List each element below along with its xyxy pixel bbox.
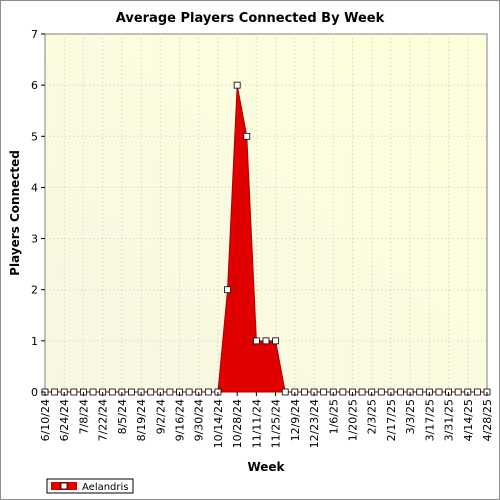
x-tick-label: 2/17/25 xyxy=(385,399,398,441)
y-axis-label: Players Connected xyxy=(8,150,22,276)
legend-marker xyxy=(60,482,68,490)
y-tick-label: 2 xyxy=(31,284,38,297)
x-tick-label: 4/14/25 xyxy=(462,399,475,441)
x-tick-label: 11/11/24 xyxy=(250,399,263,448)
data-point xyxy=(320,388,328,396)
x-tick-label: 8/19/24 xyxy=(135,399,148,441)
data-point xyxy=(147,388,155,396)
x-tick-label: 3/17/25 xyxy=(423,399,436,441)
x-tick-label: 1/20/25 xyxy=(346,399,359,441)
plot-area xyxy=(44,33,488,393)
data-point xyxy=(358,388,366,396)
data-point xyxy=(185,388,193,396)
x-tick-label: 11/25/24 xyxy=(270,399,283,448)
x-tick-label: 6/10/24 xyxy=(39,399,52,441)
data-point xyxy=(281,388,289,396)
data-point xyxy=(224,286,231,294)
data-point xyxy=(339,388,347,396)
data-point xyxy=(454,388,462,396)
data-point xyxy=(108,388,116,396)
y-tick-label: 7 xyxy=(31,28,38,41)
x-tick-label: 3/31/25 xyxy=(443,399,456,441)
data-point xyxy=(166,388,174,396)
data-point xyxy=(435,388,443,396)
x-tick-label: 4/28/25 xyxy=(481,399,494,441)
x-tick-label: 8/5/24 xyxy=(116,399,129,434)
legend: Aelandris xyxy=(46,478,134,494)
x-tick-label: 9/16/24 xyxy=(174,399,187,441)
x-axis-label: Week xyxy=(247,460,285,474)
data-point xyxy=(252,337,260,345)
y-tick-label: 3 xyxy=(31,233,38,246)
y-axis-ticks: 0 1 2 3 4 5 6 7 xyxy=(31,28,45,399)
y-tick-label: 6 xyxy=(31,79,38,92)
x-tick-label: 6/24/24 xyxy=(58,399,71,441)
data-point xyxy=(128,388,135,396)
x-tick-label: 10/14/24 xyxy=(212,399,225,448)
x-tick-label: 12/23/24 xyxy=(308,399,321,448)
x-tick-label: 7/22/24 xyxy=(97,399,110,441)
x-tick-label: 9/2/24 xyxy=(154,399,167,434)
y-tick-label: 5 xyxy=(31,130,38,143)
y-tick-label: 1 xyxy=(31,335,38,348)
chart-title: Average Players Connected By Week xyxy=(116,11,385,26)
data-point xyxy=(51,388,59,396)
data-point xyxy=(416,388,424,396)
x-tick-label: 7/8/24 xyxy=(77,399,90,434)
data-point xyxy=(301,388,308,396)
data-point xyxy=(70,388,78,396)
legend-label: Aelandris xyxy=(82,482,129,493)
data-point xyxy=(397,388,404,396)
data-point xyxy=(89,388,97,396)
x-tick-label: 12/9/24 xyxy=(289,399,302,441)
data-point xyxy=(233,81,241,89)
x-axis-ticks: 6/10/24 6/24/24 7/8/24 7/22/24 8/5/24 8/19/24… xyxy=(39,392,494,448)
y-tick-label: 4 xyxy=(31,181,38,194)
data-point xyxy=(262,337,270,345)
x-tick-label: 1/6/25 xyxy=(327,399,340,434)
data-point xyxy=(243,132,251,140)
data-point xyxy=(473,388,481,396)
x-tick-label: 9/30/24 xyxy=(193,399,206,441)
data-point xyxy=(377,388,385,396)
data-point xyxy=(272,337,280,345)
data-point xyxy=(204,388,212,396)
x-tick-label: 2/3/25 xyxy=(366,399,379,434)
x-tick-label: 10/28/24 xyxy=(231,399,244,448)
x-tick-label: 3/3/25 xyxy=(404,399,417,434)
y-tick-label: 0 xyxy=(31,386,38,399)
